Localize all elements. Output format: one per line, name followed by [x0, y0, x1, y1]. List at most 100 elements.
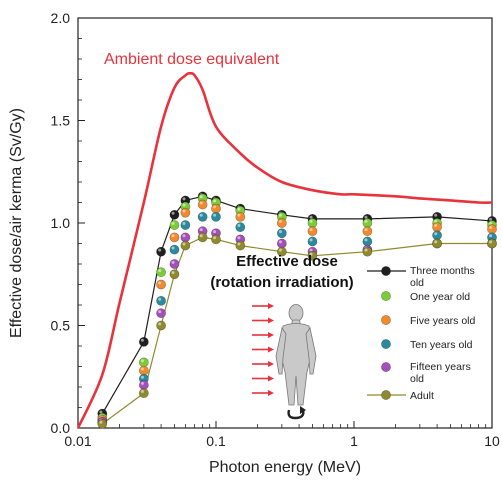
- series-5-point: [138, 388, 149, 399]
- point-highlight: [213, 205, 217, 209]
- point-highlight: [309, 252, 313, 256]
- point-highlight: [364, 215, 368, 219]
- effective-dose-annotation-line2: (rotation irradiation): [210, 274, 353, 291]
- point-highlight: [309, 228, 313, 232]
- legend-label-0-a: Three months: [410, 265, 475, 277]
- arrow-head: [268, 346, 274, 353]
- series-3-point: [211, 211, 221, 222]
- series-2-point: [180, 207, 191, 218]
- series-3-point: [197, 211, 208, 222]
- point-highlight: [434, 224, 438, 227]
- series-1-point: [138, 357, 149, 368]
- point-highlight: [237, 224, 241, 227]
- point-highlight: [489, 226, 493, 230]
- point-highlight: [364, 238, 368, 242]
- point-highlight: [140, 338, 144, 342]
- series-1-point: [307, 218, 318, 228]
- series-3-point: [432, 230, 442, 241]
- series-2-point: [235, 211, 246, 222]
- point-highlight: [182, 242, 186, 246]
- point-highlight: [364, 219, 368, 223]
- point-highlight: [489, 217, 493, 221]
- point-highlight: [140, 375, 144, 379]
- series-4-point: [138, 380, 149, 390]
- series-2-point: [362, 226, 373, 237]
- series-2-point: [197, 199, 208, 210]
- irradiation-arrows-icon: [252, 303, 274, 396]
- series-4-point: [169, 259, 180, 269]
- arrow-head: [268, 361, 274, 367]
- arrow-head: [268, 390, 274, 396]
- legend-marker-3: [381, 339, 391, 349]
- point-highlight: [309, 219, 313, 223]
- x-axis-label: Photon energy (MeV): [209, 459, 361, 476]
- series-2-point: [432, 222, 442, 232]
- point-highlight: [158, 269, 162, 273]
- series-3-point: [180, 220, 191, 230]
- series-5-point: [487, 238, 497, 249]
- y-tick-label: 1.0: [51, 215, 71, 231]
- arrow-head: [268, 375, 274, 382]
- effective-dose-annotation-line1: Effective dose: [236, 253, 338, 270]
- ambient-annotation: Ambient dose equivalent: [104, 51, 280, 68]
- point-highlight: [171, 234, 175, 238]
- point-highlight: [237, 213, 241, 217]
- point-highlight: [434, 219, 438, 223]
- series-5-point: [97, 418, 108, 429]
- point-highlight: [489, 240, 493, 244]
- legend-marker-5: [381, 390, 391, 400]
- series-5-point: [156, 320, 166, 331]
- y-tick-label: 1.5: [51, 113, 71, 129]
- point-highlight: [489, 234, 493, 238]
- point-highlight: [213, 213, 217, 217]
- legend-marker-2: [381, 315, 391, 325]
- legend-label-5: Adult: [410, 390, 434, 402]
- series-5-point: [169, 269, 180, 280]
- point-highlight: [309, 215, 313, 219]
- point-highlight: [237, 236, 241, 240]
- ambient-dose-line: [76, 71, 493, 429]
- point-highlight: [213, 230, 217, 234]
- point-highlight: [199, 201, 203, 205]
- point-highlight: [278, 230, 282, 234]
- series-4-point: [276, 238, 287, 249]
- point-highlight: [199, 195, 203, 199]
- series-1-point: [169, 220, 180, 230]
- legend-marker-1: [381, 291, 391, 301]
- point-highlight: [140, 367, 144, 371]
- point-highlight: [278, 219, 282, 223]
- x-tick-label: 0.01: [64, 433, 91, 449]
- y-tick-label: 0.5: [51, 318, 71, 334]
- y-tick-label: 0.0: [51, 420, 71, 436]
- point-highlight: [182, 203, 186, 207]
- series-3-point: [276, 228, 287, 239]
- series-0-point: [138, 336, 149, 347]
- series-5-point: [235, 240, 246, 251]
- point-highlight: [278, 248, 282, 252]
- series-3-point: [362, 236, 373, 247]
- series-2-point: [487, 224, 497, 235]
- series-0-point: [156, 246, 166, 257]
- point-highlight: [171, 271, 175, 275]
- series-4-point: [156, 308, 166, 319]
- x-tick-label: 10: [484, 433, 500, 449]
- point-highlight: [158, 322, 162, 326]
- series-2-point: [156, 279, 166, 290]
- x-tick-label: 0.1: [206, 433, 226, 449]
- legend-label-0-b: old: [410, 277, 424, 289]
- legend-label-4-b: old: [410, 373, 424, 385]
- legend-marker-4: [381, 362, 391, 372]
- point-highlight: [364, 248, 368, 252]
- series-5-point: [362, 246, 373, 257]
- arrow-head: [268, 303, 274, 309]
- point-highlight: [182, 234, 186, 238]
- series-3-point: [156, 295, 166, 306]
- point-highlight: [158, 297, 162, 301]
- series-2-point: [211, 203, 221, 214]
- legend-label-2: Five years old: [410, 315, 476, 327]
- point-highlight: [278, 240, 282, 244]
- y-axis-label: Effective dose/air kerma (Sv/Gy): [8, 108, 25, 338]
- point-highlight: [171, 221, 175, 225]
- human-figure-icon: [275, 304, 317, 406]
- arrow-head: [268, 332, 274, 338]
